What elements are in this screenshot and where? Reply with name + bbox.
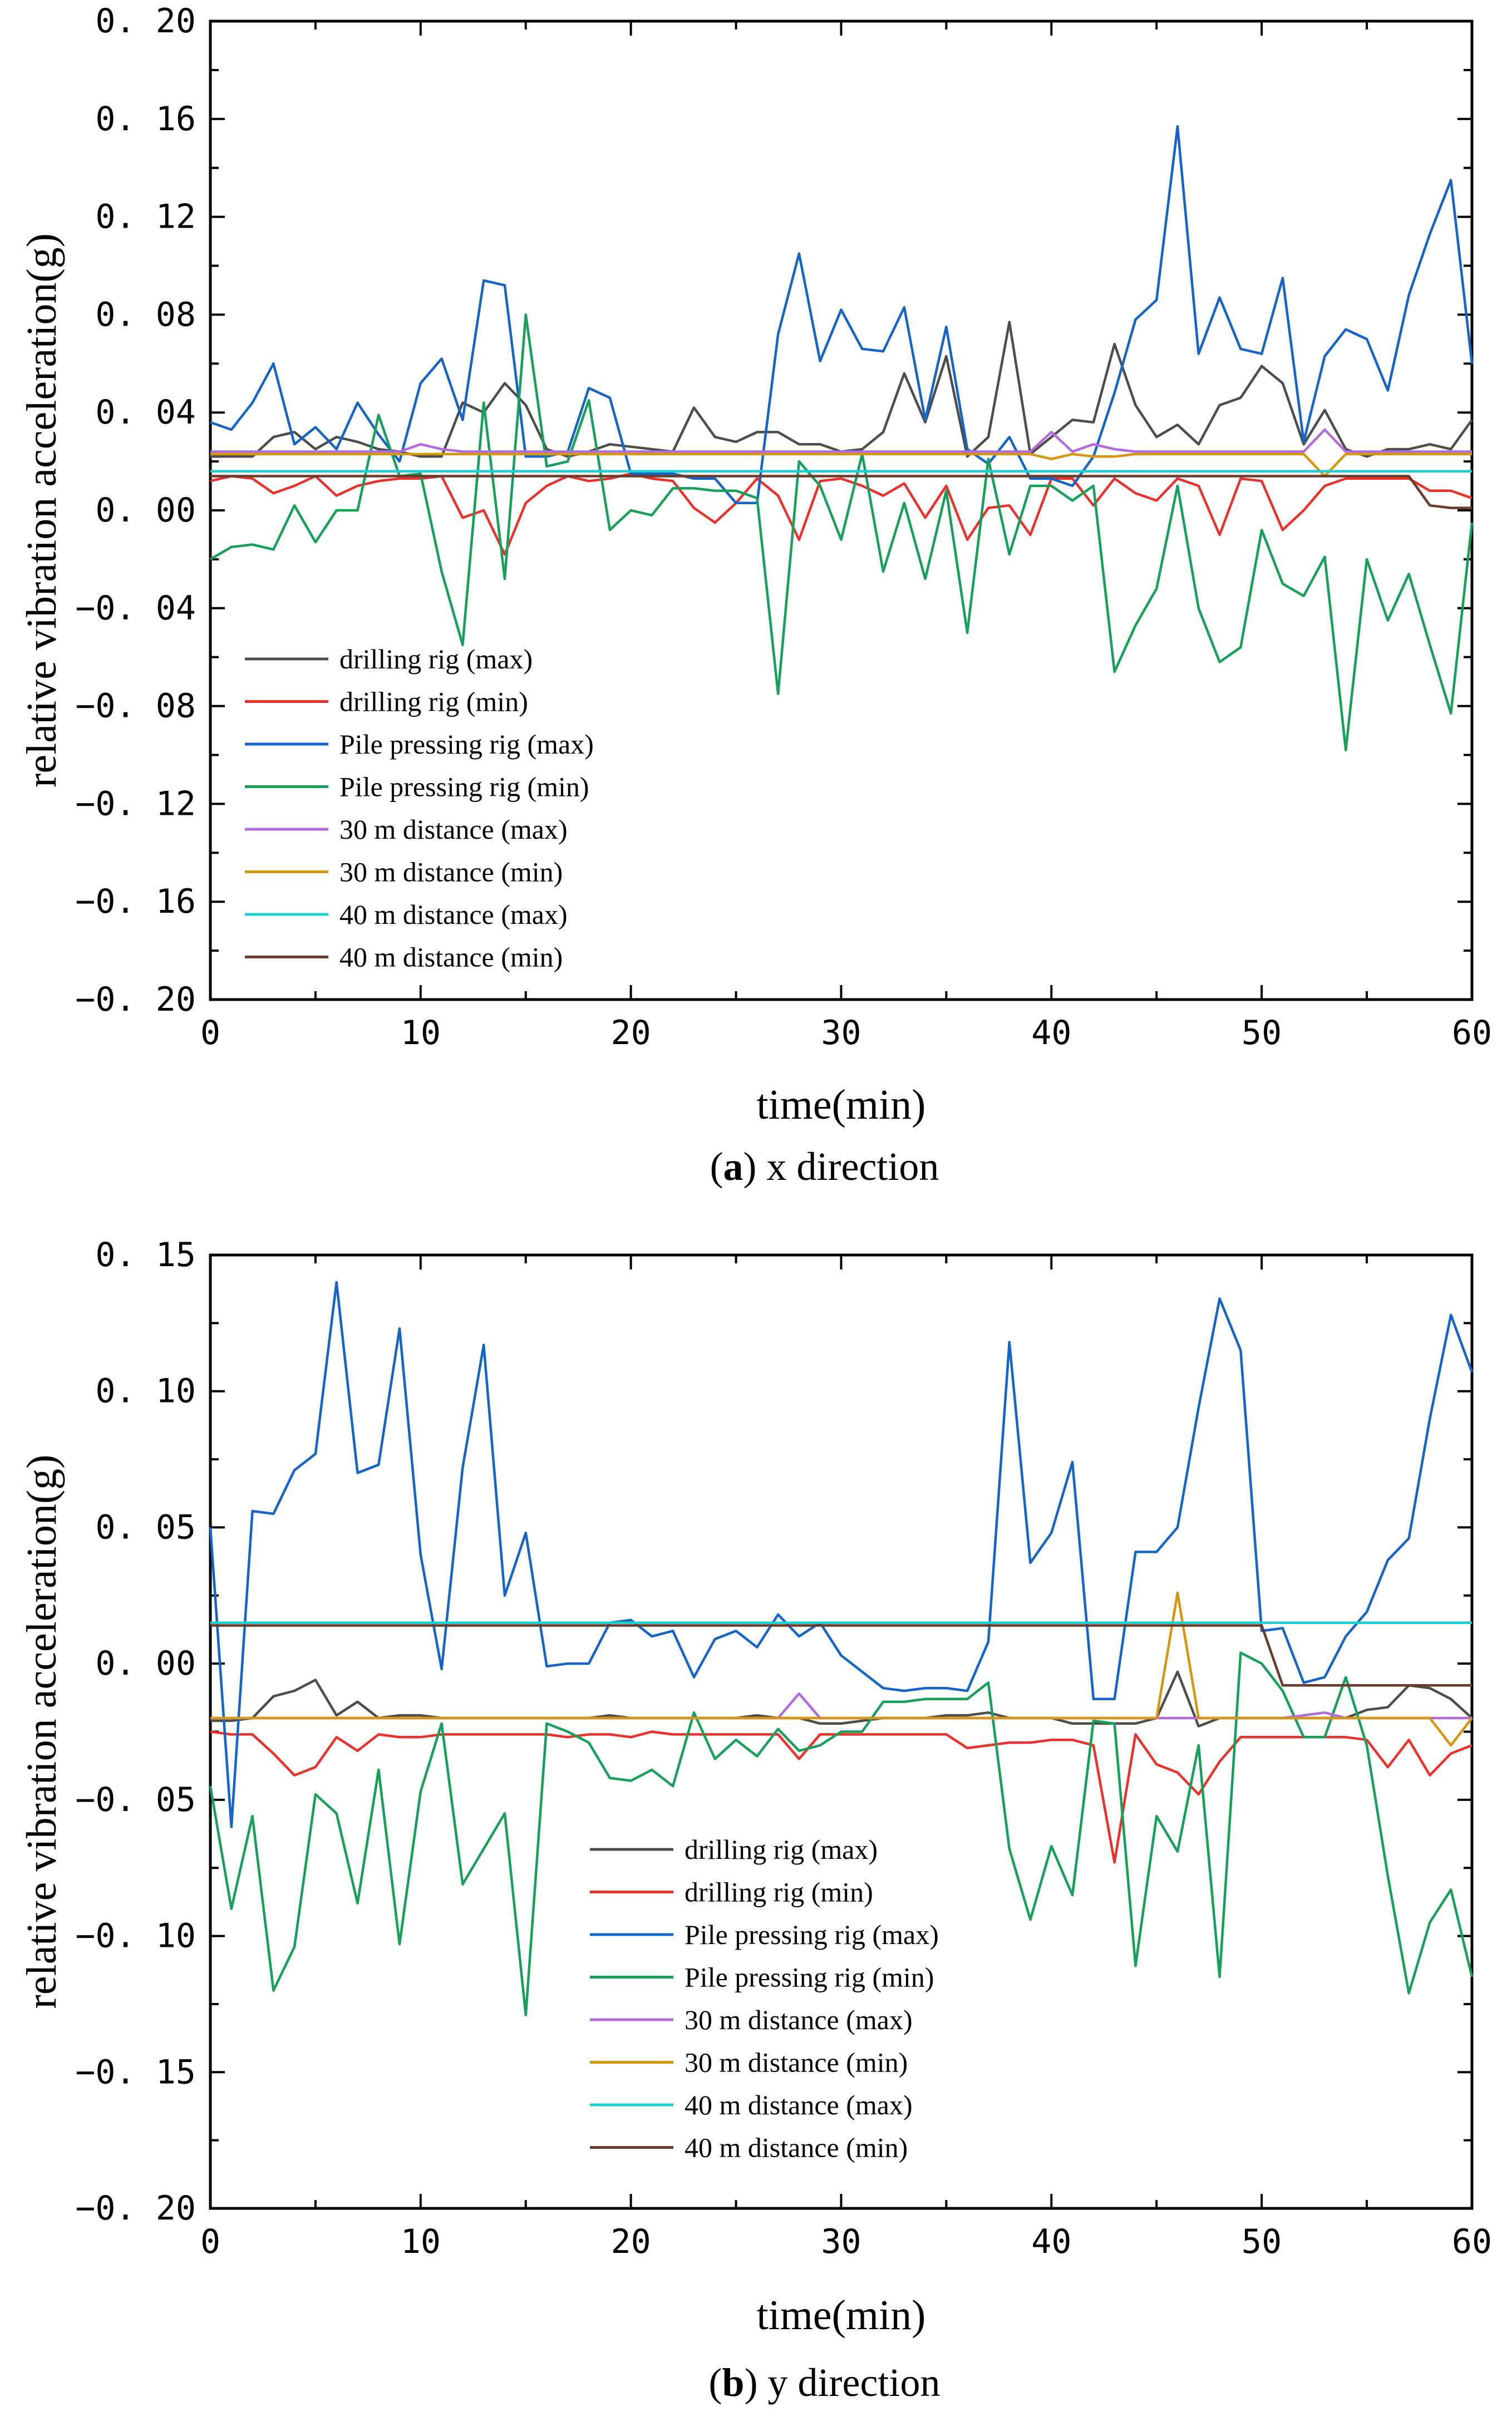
series-pile-pressing-rig-min-line (209, 313, 1474, 751)
y-tick-label: 0. 12 (95, 198, 196, 237)
caption-letter: b (722, 2360, 745, 2405)
legend-label: Pile pressing rig (max) (684, 1919, 939, 1950)
series-40-m-distance-min-line (210, 475, 1472, 509)
y-tick-label: −0. 05 (75, 1780, 196, 1819)
legend-label: 30 m distance (min) (339, 857, 563, 888)
caption-letter: a (723, 1144, 743, 1189)
y-tick-label: −0. 12 (75, 784, 196, 823)
legend-label: Pile pressing rig (max) (339, 729, 594, 760)
chart-panel-y-direction: 0 10 20 30 40 50 60 0. 15 0. 10 0. 05 0. 00 −0. 05 −… (18, 1236, 1492, 2405)
y-tick-label: 0. 10 (95, 1372, 196, 1411)
x-tick-label: 0 (200, 1013, 220, 1052)
legend-label: drilling rig (max) (339, 643, 533, 675)
plot-frame (209, 19, 1474, 1001)
x-tick-label: 50 (1242, 1013, 1282, 1052)
y-tick-label: −0. 20 (75, 2189, 196, 2228)
y-tick-label: −0. 08 (75, 687, 196, 726)
legend-label: 30 m distance (min) (684, 2047, 908, 2078)
series-drilling-rig-max-line (210, 321, 1473, 458)
legend-label: drilling rig (min) (684, 1877, 873, 1908)
series-pile-pressing-rig-max-line (210, 125, 1474, 505)
panel-caption: (b) y direction (709, 2360, 940, 2405)
series-drilling-rig-min-line (210, 472, 1472, 556)
x-tick-label: 50 (1242, 2222, 1282, 2261)
y-axis-label: relative vibration acceleration(g) (18, 1455, 65, 2009)
legend-label: 30 m distance (max) (339, 814, 568, 845)
legend: drilling rig (max) drilling rig (min) Pile… (590, 1834, 939, 2163)
y-tick-label: −0. 20 (75, 980, 196, 1019)
y-tick-label: 0. 04 (95, 393, 196, 432)
x-tick-label: 40 (1031, 1013, 1071, 1052)
x-tick-label: 20 (611, 2222, 651, 2261)
caption-text: ) x direction (743, 1144, 939, 1189)
caption-text: ) y direction (745, 2360, 940, 2405)
y-tick-label: 0. 00 (95, 1644, 196, 1683)
y-tick-label: 0. 16 (95, 100, 196, 139)
caption-open-paren: ( (710, 1144, 723, 1189)
y-tick-label: 0. 05 (95, 1508, 196, 1547)
legend-label: 40 m distance (max) (339, 899, 568, 930)
series-40-m-distance-min-line (210, 1624, 1472, 1687)
series-30-m-distance-max-line (210, 428, 1472, 453)
x-axis-label: time(min) (757, 1081, 926, 1128)
x-tick-label: 0 (200, 2222, 220, 2261)
series-30-m-distance-min-line (210, 1591, 1473, 1747)
x-tick-label: 20 (611, 1013, 651, 1052)
series-30-m-distance-min-line (210, 452, 1472, 478)
x-tick-label: 10 (401, 2222, 441, 2261)
legend-label: 30 m distance (max) (684, 2004, 913, 2035)
x-tick-label: 30 (821, 1013, 861, 1052)
x-tick-label: 40 (1031, 2222, 1071, 2261)
series-drilling-rig-min-line (210, 1730, 1472, 1864)
x-tick-label: 60 (1452, 2222, 1492, 2261)
series-group (209, 1281, 1474, 2016)
y-tick-label: −0. 10 (75, 1917, 196, 1956)
y-tick-label: 0. 00 (95, 491, 196, 530)
y-axis-label: relative vibration acceleration(g) (18, 233, 65, 788)
legend-label: 40 m distance (min) (339, 942, 563, 973)
y-tick-label: 0. 08 (95, 295, 196, 334)
legend-label: 40 m distance (min) (684, 2132, 908, 2163)
y-tick-label: −0. 04 (75, 589, 196, 628)
series-group (209, 125, 1474, 751)
y-tick-label: −0. 16 (75, 882, 196, 921)
series-pile-pressing-rig-max-line (209, 1281, 1474, 1829)
x-tick-label: 60 (1452, 1013, 1492, 1052)
y-tick-label: 0. 15 (95, 1236, 196, 1274)
caption-open-paren: ( (709, 2360, 722, 2405)
legend-label: 40 m distance (max) (684, 2089, 913, 2120)
legend-label: drilling rig (max) (684, 1834, 878, 1865)
y-tick-label: −0. 15 (75, 2053, 196, 2092)
x-axis-label: time(min) (757, 2292, 926, 2339)
legend-label: Pile pressing rig (min) (684, 1962, 934, 1993)
x-tick-label: 30 (821, 2222, 861, 2261)
x-tick-label: 10 (401, 1013, 441, 1052)
chart-panel-x-direction: 0 10 20 30 40 50 60 0. 20 0. 16 0. 12 0. 08 0. 04 0.… (18, 2, 1492, 1189)
panel-caption: (a) x direction (710, 1144, 939, 1189)
legend-label: Pile pressing rig (min) (339, 771, 589, 803)
series-pile-pressing-rig-min-line (209, 1651, 1474, 2016)
y-tick-label: 0. 20 (95, 2, 196, 41)
legend: drilling rig (max) drilling rig (min) Pile… (245, 643, 594, 973)
legend-label: drilling rig (min) (339, 686, 528, 717)
